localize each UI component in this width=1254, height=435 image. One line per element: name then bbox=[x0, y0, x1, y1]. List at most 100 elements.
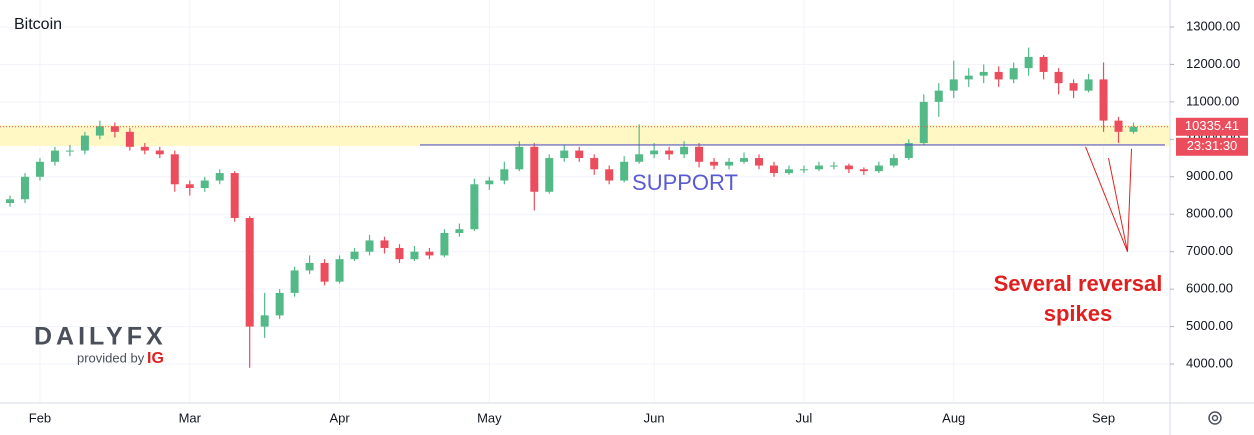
candle-body bbox=[515, 146, 524, 170]
candle-body bbox=[874, 165, 883, 172]
candle-body bbox=[814, 165, 823, 170]
spike-pointer bbox=[1108, 157, 1128, 252]
chart-title: Bitcoin bbox=[14, 16, 62, 33]
y-tick-label: 7000.00 bbox=[1186, 243, 1233, 258]
candle-body bbox=[170, 154, 179, 185]
candle-body bbox=[65, 150, 74, 152]
provided-by: provided by bbox=[77, 350, 145, 365]
candle-body bbox=[215, 173, 224, 181]
candle-body bbox=[934, 90, 943, 102]
candle-body bbox=[605, 169, 614, 181]
candle-body bbox=[80, 135, 89, 151]
candle-body bbox=[1024, 56, 1033, 69]
annotation: Several reversal bbox=[994, 271, 1163, 296]
candle-body bbox=[635, 154, 644, 162]
candle-body bbox=[740, 158, 749, 162]
last-price-box bbox=[1176, 117, 1248, 136]
x-tick-label: Jul bbox=[796, 410, 813, 425]
candle-body bbox=[350, 251, 359, 260]
candle-body bbox=[485, 180, 494, 185]
candle-body bbox=[575, 150, 584, 159]
candle-body bbox=[125, 131, 134, 147]
countdown-box bbox=[1176, 137, 1248, 156]
x-tick-label: Aug bbox=[942, 410, 965, 425]
candle-body bbox=[1114, 120, 1123, 132]
y-tick-label: 8000.00 bbox=[1186, 206, 1233, 221]
x-tick-label: Jun bbox=[644, 410, 665, 425]
settings-icon[interactable] bbox=[1208, 411, 1222, 425]
candle-body bbox=[395, 247, 404, 260]
candle-body bbox=[410, 251, 419, 260]
candle-body bbox=[1009, 68, 1018, 80]
candle-body bbox=[185, 184, 194, 189]
candle-body bbox=[245, 217, 254, 327]
marks bbox=[0, 47, 1170, 368]
y-tick-label: 13000.00 bbox=[1186, 18, 1240, 33]
candle-body bbox=[380, 240, 389, 248]
candle-body bbox=[20, 176, 29, 200]
candle-body bbox=[665, 150, 674, 155]
support-zone bbox=[0, 125, 1170, 147]
gear-hub[interactable] bbox=[1211, 414, 1219, 422]
candle-body bbox=[275, 292, 284, 316]
annotation: spikes bbox=[1044, 301, 1113, 326]
candle-body bbox=[440, 232, 449, 256]
candle-body bbox=[784, 169, 793, 174]
candle-body bbox=[305, 262, 314, 271]
y-tick-label: 11000.00 bbox=[1186, 93, 1239, 108]
candle-body bbox=[769, 165, 778, 174]
candle-body bbox=[1039, 56, 1048, 72]
candle-body bbox=[1054, 71, 1063, 84]
candle-body bbox=[919, 101, 928, 144]
grid bbox=[0, 0, 1170, 403]
candle-body bbox=[799, 169, 808, 171]
y-tick-label: 5000.00 bbox=[1186, 318, 1233, 333]
candle-body bbox=[994, 71, 1003, 80]
gear[interactable] bbox=[1208, 411, 1222, 425]
candle-body bbox=[755, 158, 763, 166]
candle-body bbox=[904, 143, 913, 159]
countdown-label: 23:31:30 bbox=[1187, 138, 1238, 153]
candle-body bbox=[155, 150, 164, 155]
candle-body bbox=[140, 146, 149, 151]
last-price-label: 10335.41 bbox=[1185, 118, 1239, 133]
support-label: SUPPORT bbox=[632, 170, 738, 195]
spike-pointer bbox=[1085, 146, 1128, 252]
candle-body bbox=[1069, 83, 1078, 91]
candle-body bbox=[560, 150, 569, 159]
candle-body bbox=[110, 126, 119, 132]
y-tick-label: 12000.00 bbox=[1186, 56, 1240, 71]
x-tick-label: Apr bbox=[329, 410, 350, 425]
partner-logo: IG bbox=[147, 350, 164, 367]
spike-pointer bbox=[1127, 148, 1132, 252]
candle-body bbox=[1129, 126, 1138, 132]
logo: DAILYFX bbox=[34, 323, 167, 351]
candle-body bbox=[859, 169, 868, 172]
candle-body bbox=[50, 150, 59, 162]
candle-body bbox=[979, 71, 988, 76]
candle-body bbox=[35, 161, 44, 177]
candle-body bbox=[200, 180, 209, 189]
candle-body bbox=[725, 161, 734, 166]
candle-body bbox=[620, 161, 629, 181]
candle-body bbox=[500, 169, 509, 181]
candle-body bbox=[590, 158, 599, 170]
candle-body bbox=[230, 173, 239, 218]
candle-body bbox=[455, 229, 464, 233]
candle-body bbox=[320, 262, 329, 282]
y-tick-label: 9000.00 bbox=[1186, 168, 1233, 183]
candle-body bbox=[650, 150, 659, 155]
candle-body bbox=[95, 126, 104, 136]
x-tick-label: Mar bbox=[179, 410, 202, 425]
candle-body bbox=[844, 165, 853, 170]
candle-body bbox=[425, 251, 434, 256]
candle-body bbox=[889, 158, 898, 166]
x-tick-label: Feb bbox=[29, 410, 51, 425]
candle-body bbox=[1084, 79, 1093, 91]
candle-body bbox=[290, 270, 299, 293]
candle-body bbox=[964, 75, 973, 80]
candle-body bbox=[545, 158, 554, 192]
candle-body bbox=[530, 146, 539, 192]
